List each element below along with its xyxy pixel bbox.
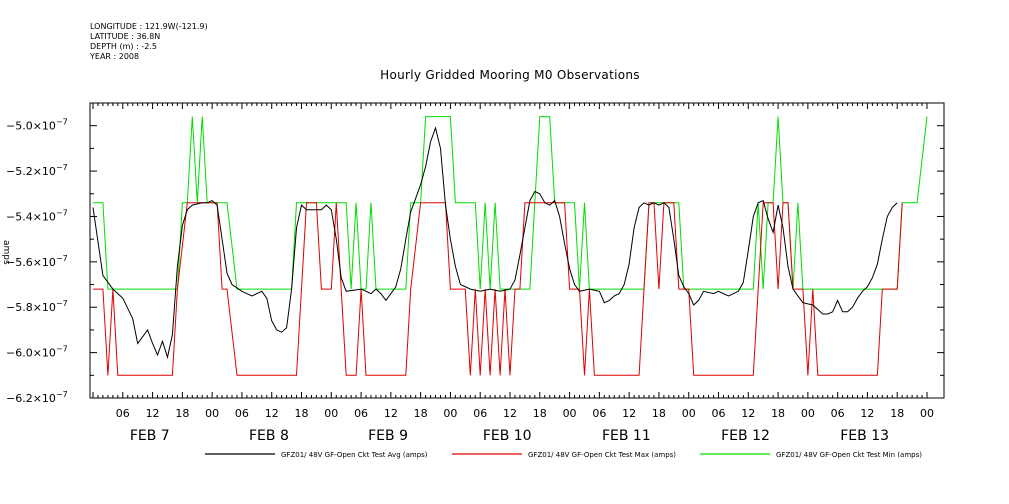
- day-label: FEB 8: [249, 428, 289, 444]
- y-tick-label: −5.0×10−7: [6, 118, 68, 133]
- day-label: FEB 11: [602, 428, 651, 444]
- x-tick-label: 12: [503, 407, 517, 420]
- x-tick-label: 18: [890, 407, 904, 420]
- day-label: FEB 12: [721, 428, 770, 444]
- x-tick-label: 12: [741, 407, 755, 420]
- y-tick-mantissa: −6.2×10: [6, 392, 56, 405]
- y-tick-mantissa: −6.0×10: [6, 347, 56, 360]
- y-tick-mantissa: −5.0×10: [6, 120, 56, 133]
- day-label: FEB 9: [368, 428, 408, 444]
- x-tick-label: 00: [443, 407, 457, 420]
- y-tick-exponent: −7: [56, 254, 68, 263]
- x-tick-label: 12: [384, 407, 398, 420]
- x-tick-label: 06: [712, 407, 726, 420]
- x-tick-label: 12: [265, 407, 279, 420]
- x-tick-label: 06: [354, 407, 368, 420]
- x-tick-label: 18: [295, 407, 309, 420]
- series-line-1: [93, 202, 903, 376]
- x-tick-label: 06: [116, 407, 130, 420]
- y-tick-mantissa: −5.2×10: [6, 165, 56, 178]
- y-tick-exponent: −7: [56, 118, 68, 127]
- x-tick-label: 00: [563, 407, 577, 420]
- y-axis-label: amps: [1, 240, 11, 265]
- metadata-block: LONGITUDE : 121.9W(-121.9) LATITUDE : 36…: [90, 22, 208, 62]
- y-tick-label: −5.8×10−7: [6, 299, 68, 314]
- x-tick-label: 00: [205, 407, 219, 420]
- year-text: YEAR : 2008: [90, 52, 140, 61]
- y-tick-exponent: −7: [56, 390, 68, 399]
- legend: GFZ01/ 48V GF-Open Ckt Test Avg (amps) GF…: [205, 451, 922, 459]
- x-tick-label: 18: [771, 407, 785, 420]
- y-tick-mantissa: −5.6×10: [6, 256, 56, 269]
- series-line-0: [92, 126, 898, 360]
- x-tick-label: 00: [324, 407, 338, 420]
- y-tick-label: −6.2×10−7: [6, 390, 68, 405]
- axis-ticks: [90, 102, 944, 399]
- longitude-text: LONGITUDE : 121.9W(-121.9): [90, 22, 208, 31]
- plot-frame: [89, 102, 945, 399]
- x-tick-label: 00: [920, 407, 934, 420]
- y-tick-mantissa: −5.8×10: [6, 301, 56, 314]
- latitude-text: LATITUDE : 36.8N: [90, 32, 161, 41]
- y-tick-exponent: −7: [56, 208, 68, 217]
- x-tick-label: 18: [533, 407, 547, 420]
- x-tick-label: 12: [146, 407, 160, 420]
- x-tick-label: 06: [235, 407, 249, 420]
- x-tick-label: 12: [622, 407, 636, 420]
- x-tick-label: 18: [652, 407, 666, 420]
- y-tick-label: −5.2×10−7: [6, 163, 68, 178]
- x-tick-label: 06: [473, 407, 487, 420]
- x-tick-label: 06: [592, 407, 606, 420]
- depth-text: DEPTH (m) : -2.5: [90, 42, 157, 51]
- series-line-2: [93, 116, 928, 290]
- y-tick-mantissa: −5.4×10: [6, 210, 56, 223]
- x-axis-labels: 06 12 18 00 06 12 18 00 06 12 18 00 06 12 18 00 06 12 18 00…: [116, 407, 934, 444]
- y-axis-labels: −5.0×10−7−5.2×10−7−5.4×10−7−5.6×10−7−5.8…: [6, 118, 68, 405]
- y-tick-exponent: −7: [56, 163, 68, 172]
- x-tick-label: 12: [860, 407, 874, 420]
- x-tick-label: 00: [682, 407, 696, 420]
- day-label: FEB 7: [130, 428, 170, 444]
- y-tick-exponent: −7: [56, 299, 68, 308]
- chart-title: Hourly Gridded Mooring M0 Observations: [380, 68, 640, 82]
- legend-label-0: GFZ01/ 48V GF-Open Ckt Test Avg (amps): [281, 451, 428, 459]
- day-label: FEB 13: [840, 428, 889, 444]
- y-tick-exponent: −7: [56, 345, 68, 354]
- legend-label-2: GFZ01/ 48V GF-Open Ckt Test Min (amps): [776, 451, 922, 459]
- day-label: FEB 10: [483, 428, 532, 444]
- series-lines: [92, 116, 928, 376]
- x-tick-label: 18: [414, 407, 428, 420]
- legend-label-1: GFZ01/ 48V GF-Open Ckt Test Max (amps): [528, 451, 676, 459]
- x-tick-label: 00: [801, 407, 815, 420]
- y-tick-label: −6.0×10−7: [6, 345, 68, 360]
- x-tick-label: 06: [831, 407, 845, 420]
- y-tick-label: −5.4×10−7: [6, 208, 68, 223]
- x-tick-label: 18: [175, 407, 189, 420]
- y-tick-label: −5.6×10−7: [6, 254, 68, 269]
